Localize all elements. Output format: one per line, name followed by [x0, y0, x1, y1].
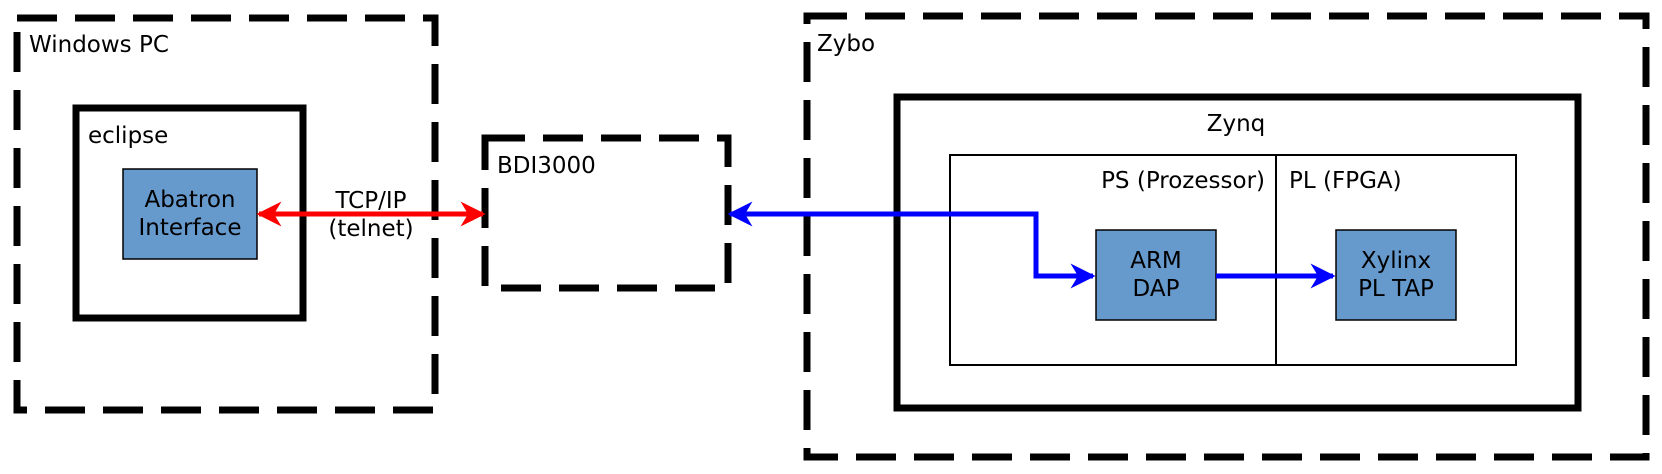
windows-pc-label: Windows PC — [29, 32, 169, 58]
zynq-label: Zynq — [1207, 111, 1266, 137]
bdi3000-label: BDI3000 — [497, 153, 596, 179]
abatron-interface-block: Abatron Interface — [122, 168, 258, 260]
arm-dap-label-line1: ARM — [1130, 248, 1182, 274]
xylinx-pl-tap-block: Xylinx PL TAP — [1335, 229, 1457, 321]
abatron-box — [122, 168, 258, 260]
pl-region: PL (FPGA) — [1275, 154, 1517, 366]
jtag-connection — [727, 201, 1336, 289]
tcpip-connection: TCP/IP (telnet) — [256, 188, 486, 242]
xylinx-label-line2: PL TAP — [1358, 276, 1434, 302]
arm-dap-block: ARM DAP — [1095, 229, 1217, 321]
abatron-label-line2: Interface — [139, 215, 242, 241]
pl-label: PL (FPGA) — [1289, 168, 1402, 194]
zybo-container: Zybo — [803, 12, 1650, 461]
tcpip-label-line2: (telnet) — [328, 216, 413, 242]
tcpip-label-line1: TCP/IP — [334, 188, 406, 214]
zybo-label: Zybo — [817, 31, 875, 57]
bdi-to-arm-arrow — [727, 201, 1096, 289]
xylinx-label-line1: Xylinx — [1361, 248, 1431, 274]
xylinx-box — [1335, 229, 1457, 321]
arm-dap-box — [1095, 229, 1217, 321]
zynq-container: Zynq — [893, 93, 1582, 412]
eclipse-label: eclipse — [88, 123, 168, 149]
abatron-label-line1: Abatron — [144, 187, 235, 213]
bdi3000-container: BDI3000 — [481, 134, 732, 292]
ps-label: PS (Prozessor) — [1101, 168, 1265, 194]
arm-dap-label-line2: DAP — [1133, 276, 1180, 302]
